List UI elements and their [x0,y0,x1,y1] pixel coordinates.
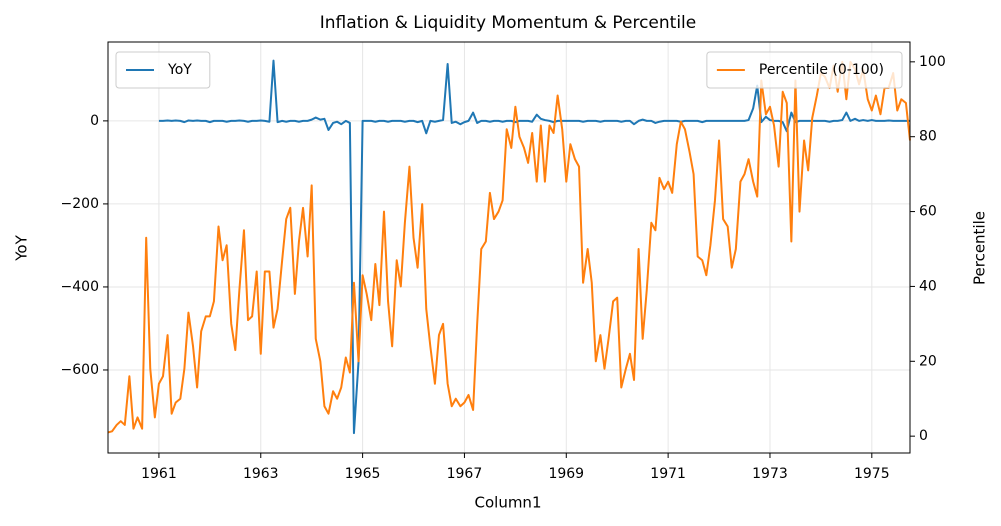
chart-title: Inflation & Liquidity Momentum & Percent… [320,13,696,33]
y-tick-label: −600 [61,362,99,378]
legend-box [115,51,211,89]
y2-tick-label: 100 [919,54,946,70]
x-axis-label: Column1 [475,494,542,512]
y2-tick-label: 60 [919,204,937,220]
x-tick-label: 1969 [548,466,584,482]
x-tick-label: 1967 [447,466,483,482]
legend-box [706,51,903,89]
data-line [158,59,910,435]
x-tick-label: 1965 [345,466,381,482]
data-line [107,60,911,434]
legend-label: YoY [167,62,192,78]
y-axis-label: YoY [13,234,31,261]
y2-tick-label: 80 [919,129,937,145]
y2-axis-label: Percentile [971,211,989,285]
y-tick-label: 0 [90,113,99,129]
y-tick-label: −400 [61,279,99,295]
y-tick-label: −200 [61,196,99,212]
y2-tick-label: 40 [919,278,937,294]
x-tick-label: 1975 [854,466,890,482]
y2-tick-label: 0 [919,428,928,444]
x-tick-label: 1971 [650,466,686,482]
plot-frame [107,41,911,454]
legend-label: Percentile (0-100) [759,62,884,78]
x-tick-label: 1973 [752,466,788,482]
x-tick-label: 1963 [243,466,279,482]
y2-tick-label: 20 [919,353,937,369]
x-tick-label: 1961 [141,466,177,482]
